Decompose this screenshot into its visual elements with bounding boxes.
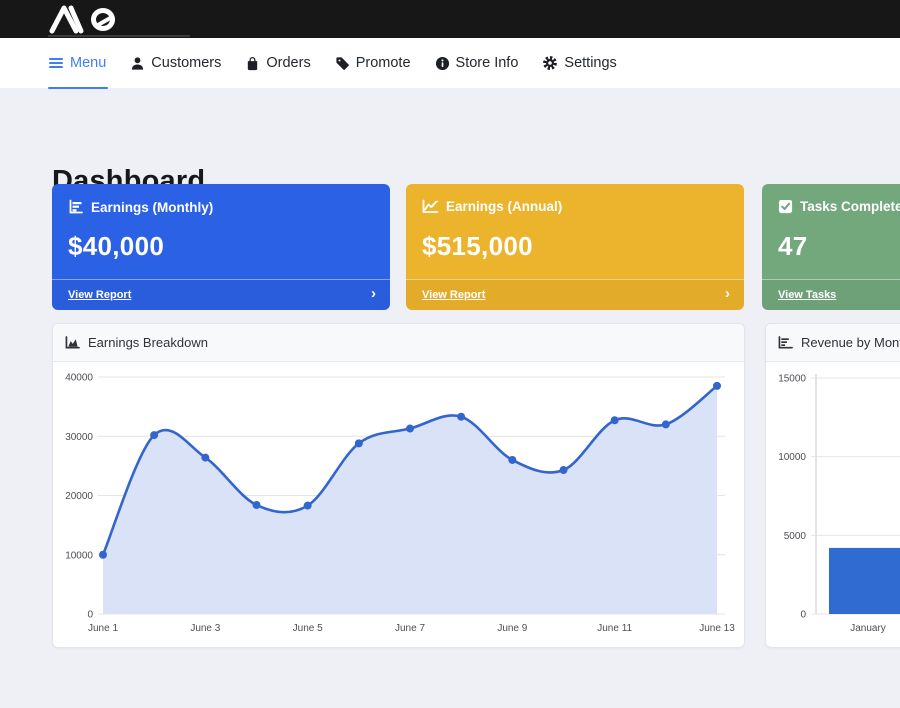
bar-chart-icon bbox=[69, 199, 83, 214]
line-chart-icon bbox=[422, 199, 439, 213]
nav-item-menu[interactable]: Menu bbox=[48, 38, 109, 89]
svg-text:20000: 20000 bbox=[65, 491, 93, 502]
svg-text:30000: 30000 bbox=[65, 432, 93, 443]
stat-card-footer: View Report › bbox=[52, 279, 390, 310]
nav-item-store-info[interactable]: Store Info bbox=[435, 38, 519, 88]
chart-title: Earnings Breakdown bbox=[88, 335, 208, 350]
stat-card-value: $40,000 bbox=[68, 231, 165, 261]
logo-underline bbox=[48, 35, 190, 37]
nav-item-label: Settings bbox=[564, 55, 617, 71]
svg-text:5000: 5000 bbox=[784, 531, 807, 542]
revenue-by-month-chart: 0 5000 10000 15000 January bbox=[778, 374, 900, 634]
info-circle-icon bbox=[435, 56, 450, 71]
earnings-breakdown-card: Earnings Breakdown 0 10000 20000 30000 40000… bbox=[52, 323, 745, 648]
svg-text:0: 0 bbox=[87, 610, 93, 621]
gear-icon bbox=[542, 55, 558, 71]
tag-icon bbox=[335, 56, 350, 71]
nav-item-label: Customers bbox=[151, 55, 222, 71]
nav-item-promote[interactable]: Promote bbox=[335, 38, 411, 88]
svg-text:June 13: June 13 bbox=[699, 623, 735, 634]
app-logo[interactable] bbox=[48, 3, 140, 35]
stat-card-title-text: Earnings (Annual) bbox=[446, 199, 563, 214]
stat-card-earnings-monthly: Earnings (Monthly) $40,000 View Report › bbox=[52, 184, 390, 310]
stat-card-footer: View Report › bbox=[406, 279, 744, 310]
view-report-link[interactable]: View Report bbox=[68, 289, 132, 301]
stat-card-title-text: Earnings (Monthly) bbox=[91, 199, 214, 215]
stat-card-title: Tasks Completed bbox=[778, 199, 900, 214]
stat-card-title-text: Tasks Completed bbox=[800, 199, 900, 214]
person-icon bbox=[130, 56, 145, 71]
chart-header: Revenue by Month bbox=[766, 324, 900, 362]
svg-text:June 5: June 5 bbox=[293, 623, 323, 634]
logo-icon bbox=[49, 5, 116, 34]
check-square-icon bbox=[778, 199, 793, 214]
svg-text:10000: 10000 bbox=[778, 452, 806, 463]
nav-item-label: Menu bbox=[70, 55, 107, 71]
earnings-breakdown-chart: 0 10000 20000 30000 40000 June 1 June 3 June 5 J… bbox=[65, 373, 735, 635]
revenue-by-month-card: Revenue by Month 0 5000 10000 15000 January bbox=[765, 323, 900, 648]
topbar bbox=[0, 0, 900, 38]
chart-title: Revenue by Month bbox=[801, 335, 900, 350]
area-chart-icon bbox=[65, 335, 80, 349]
chart-plot-area: 0 10000 20000 30000 40000 June 1 June 3 June 5 J… bbox=[53, 362, 744, 647]
svg-text:15000: 15000 bbox=[778, 374, 806, 385]
svg-text:40000: 40000 bbox=[65, 373, 93, 384]
svg-text:10000: 10000 bbox=[65, 550, 93, 561]
svg-text:June 3: June 3 bbox=[190, 623, 220, 634]
nav-item-label: Promote bbox=[355, 55, 411, 71]
stat-card-value: 47 bbox=[778, 231, 808, 261]
stat-card-earnings-annual: Earnings (Annual) $515,000 View Report › bbox=[406, 184, 744, 310]
bag-icon bbox=[245, 56, 260, 71]
chart-header: Earnings Breakdown bbox=[53, 324, 744, 362]
stat-card-tasks-completed: Tasks Completed 47 View Tasks › bbox=[762, 184, 900, 310]
hamburger-icon bbox=[48, 55, 64, 71]
svg-text:June 7: June 7 bbox=[395, 623, 425, 634]
view-tasks-link[interactable]: View Tasks bbox=[778, 289, 837, 301]
svg-text:June 9: June 9 bbox=[497, 623, 527, 634]
nav-item-orders[interactable]: Orders bbox=[245, 38, 311, 88]
chevron-right-icon[interactable]: › bbox=[725, 285, 730, 303]
nav-item-customers[interactable]: Customers bbox=[130, 38, 221, 88]
stat-card-footer: View Tasks › bbox=[762, 279, 900, 310]
svg-text:June 11: June 11 bbox=[597, 623, 632, 634]
nav-item-settings[interactable]: Settings bbox=[542, 38, 617, 88]
svg-text:0: 0 bbox=[800, 610, 806, 621]
stat-card-title: Earnings (Monthly) bbox=[68, 199, 213, 215]
main-navbar: Menu Customers Orders Promote Store Info… bbox=[0, 38, 900, 89]
stat-card-title: Earnings (Annual) bbox=[422, 199, 562, 214]
nav-item-label: Store Info bbox=[455, 55, 519, 71]
svg-text:January: January bbox=[850, 623, 886, 634]
view-report-link[interactable]: View Report bbox=[422, 289, 486, 301]
nav-item-label: Orders bbox=[266, 55, 311, 71]
chevron-right-icon[interactable]: › bbox=[371, 285, 376, 303]
stat-card-value: $515,000 bbox=[422, 231, 533, 261]
chart-plot-area: 0 5000 10000 15000 January bbox=[766, 362, 900, 647]
bar-chart-icon bbox=[778, 335, 793, 349]
svg-text:June 1: June 1 bbox=[88, 623, 118, 634]
